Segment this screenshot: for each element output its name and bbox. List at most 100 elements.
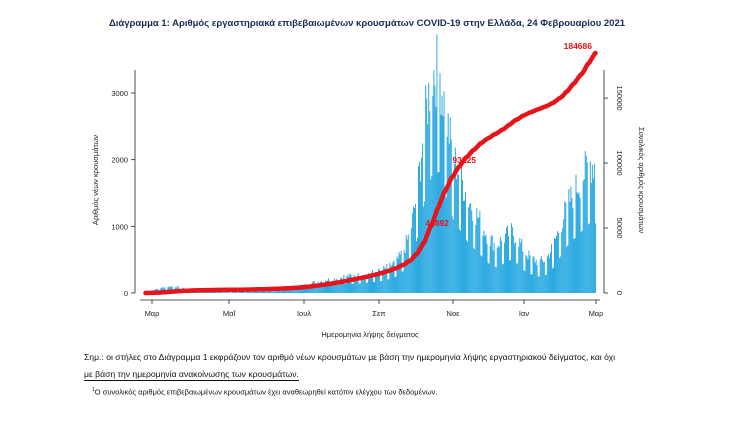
bar <box>371 272 372 293</box>
y2-tick-label: 150000 <box>615 86 624 111</box>
bar <box>517 263 519 293</box>
bar <box>563 219 565 293</box>
cumulative-label: 184686 <box>564 41 593 51</box>
bar <box>228 292 230 293</box>
bar <box>452 219 454 293</box>
bar <box>357 273 359 293</box>
bar <box>306 285 308 293</box>
bar <box>541 259 543 293</box>
bar <box>379 269 381 293</box>
x-ticks: Μαρ Μαΐ Ιουλ Σεπ Νοε Ιαν Μαρ <box>145 300 603 318</box>
bar <box>279 291 281 293</box>
bar <box>337 285 339 293</box>
bar <box>451 216 453 293</box>
bar <box>346 276 348 293</box>
bar <box>326 281 327 293</box>
bar <box>495 267 497 293</box>
bar <box>522 251 524 293</box>
bar <box>432 95 434 293</box>
bar <box>289 288 291 293</box>
bar <box>534 262 536 293</box>
bar <box>527 259 529 293</box>
cumulative-label: 93225 <box>452 155 476 165</box>
bar <box>391 265 393 293</box>
bar <box>315 287 317 293</box>
bar <box>356 278 358 293</box>
bar <box>593 163 595 293</box>
bar <box>574 238 576 293</box>
x-tick-label: Νοε <box>447 309 461 318</box>
bar <box>559 257 561 293</box>
bar <box>423 206 425 293</box>
bar <box>535 259 537 293</box>
bar <box>201 292 203 293</box>
bar <box>551 244 552 293</box>
bar <box>366 282 368 293</box>
bar <box>394 276 396 293</box>
bar <box>226 292 228 293</box>
bar <box>255 290 257 293</box>
bar <box>459 230 461 293</box>
bar <box>285 288 287 293</box>
bar <box>497 245 499 293</box>
bar <box>295 290 297 293</box>
bar <box>479 210 481 293</box>
bar <box>468 207 470 293</box>
bar <box>288 290 290 293</box>
x-tick-label: Μαρ <box>145 309 160 318</box>
bar <box>560 256 562 293</box>
bar <box>369 274 371 293</box>
bar <box>373 282 374 293</box>
bar <box>594 223 596 293</box>
bar <box>515 241 517 293</box>
bar <box>552 268 553 293</box>
bar <box>406 239 408 293</box>
bar <box>592 178 594 293</box>
bar <box>513 236 515 293</box>
bar <box>568 189 570 293</box>
bar <box>542 262 544 293</box>
bar <box>454 147 456 293</box>
bar <box>239 291 241 293</box>
bar <box>217 291 219 293</box>
bar <box>323 286 325 293</box>
bar <box>354 277 356 293</box>
bar <box>224 292 226 293</box>
bar <box>243 291 245 293</box>
bar <box>355 276 357 293</box>
bar <box>464 200 465 293</box>
bar <box>220 292 222 293</box>
bar <box>233 292 235 293</box>
bar <box>413 208 415 293</box>
bar <box>253 290 255 293</box>
bar <box>546 256 548 293</box>
bar <box>509 260 510 293</box>
bar <box>330 285 332 293</box>
bar <box>342 279 344 293</box>
bar <box>539 259 541 293</box>
bar <box>269 290 271 293</box>
bar <box>351 283 353 293</box>
bar <box>244 292 246 293</box>
bar <box>296 287 298 293</box>
bar <box>219 292 221 293</box>
bar <box>523 269 525 293</box>
bar <box>564 201 566 293</box>
note: Σημ.: οι στήλες στο Διάγραμμα 1 εκφράζου… <box>84 349 724 383</box>
cumulative-line <box>143 50 598 296</box>
bar <box>293 288 295 293</box>
bar <box>529 255 531 293</box>
bar <box>540 256 542 293</box>
bar <box>538 276 540 293</box>
bar <box>267 290 269 293</box>
bar <box>438 172 440 293</box>
bar <box>215 292 217 293</box>
bar <box>261 291 263 293</box>
bar <box>336 278 338 293</box>
bar <box>241 291 243 293</box>
cumulative-label: 46892 <box>425 218 449 228</box>
bar <box>258 291 260 293</box>
bar <box>437 172 439 293</box>
bar <box>327 280 328 293</box>
bar <box>213 291 215 293</box>
